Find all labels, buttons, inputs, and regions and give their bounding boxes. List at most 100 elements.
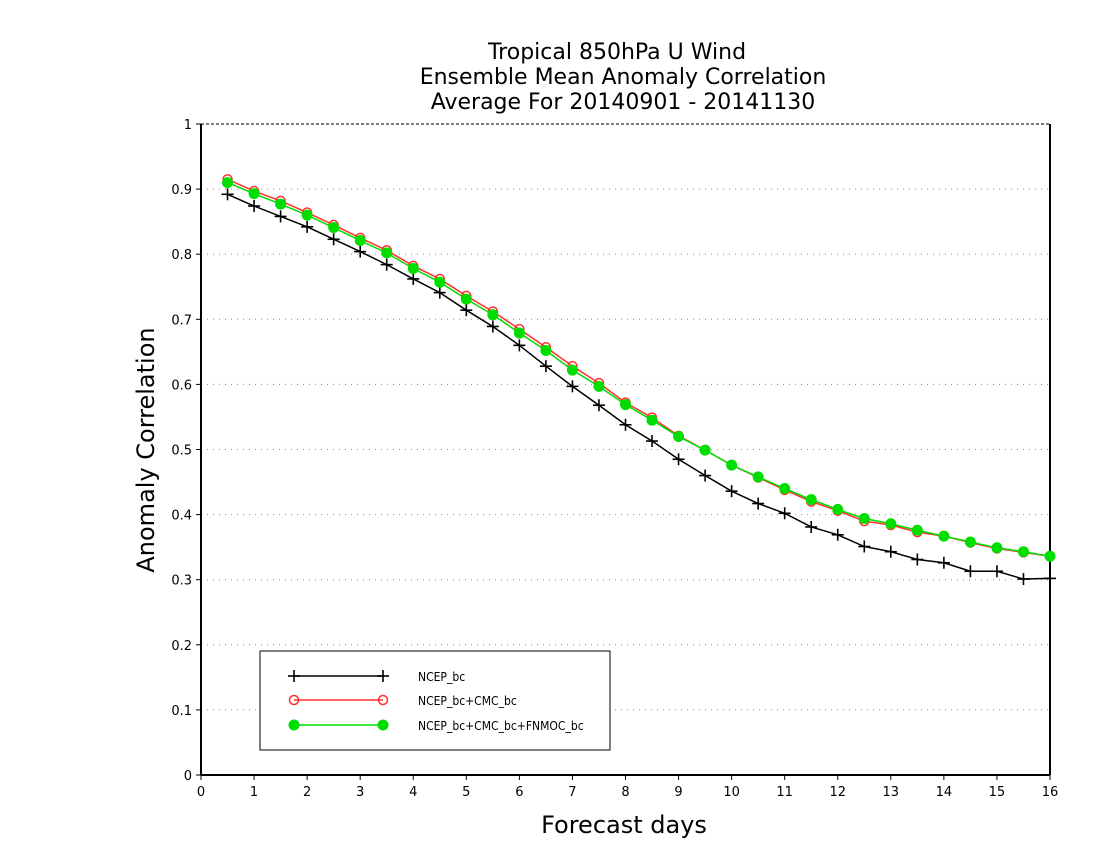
data-point	[1017, 546, 1029, 558]
y-tick-label: 0.6	[171, 378, 192, 393]
data-point	[752, 497, 765, 510]
series-1	[221, 188, 1056, 586]
x-tick-label: 12	[829, 785, 846, 800]
data-point	[513, 327, 525, 339]
gridlines	[201, 188, 1050, 711]
data-point	[460, 304, 473, 317]
data-point	[779, 483, 791, 495]
data-point	[778, 507, 791, 520]
legend-entry: NCEP_bc	[288, 670, 465, 684]
x-tick-label: 5	[462, 785, 470, 800]
data-point	[487, 309, 499, 321]
data-point	[673, 430, 685, 442]
data-point	[725, 485, 738, 498]
legend: NCEP_bc NCEP_bc+CMC_bc NCEP_bc+CMC_bc+FNMO…	[259, 650, 611, 751]
data-point	[858, 540, 871, 553]
y-tick-label: 0.5	[171, 444, 192, 459]
data-point	[222, 177, 234, 189]
data-point	[1044, 550, 1056, 562]
chart-title-line-1: Tropical 850hPa U Wind	[487, 40, 746, 65]
series-line	[227, 181, 1051, 558]
data-point	[593, 380, 605, 392]
y-tick-label: 0.1	[171, 704, 192, 719]
data-point	[646, 414, 658, 426]
data-point	[433, 286, 446, 299]
data-point	[513, 339, 526, 352]
data-point	[1017, 573, 1030, 586]
data-point	[486, 320, 499, 333]
data-point	[619, 418, 632, 431]
data-point	[407, 263, 419, 275]
data-point	[539, 360, 552, 373]
data-point	[381, 247, 393, 259]
y-tick-label: 0.4	[171, 509, 192, 524]
x-tick-label: 16	[1042, 785, 1059, 800]
data-point	[540, 345, 552, 357]
data-point	[1044, 572, 1056, 585]
data-point	[858, 513, 870, 525]
data-point	[884, 545, 897, 558]
chart-title: Tropical 850hPa U Wind Ensemble Mean Ano…	[420, 40, 827, 115]
data-point	[752, 471, 764, 483]
y-tick-label: 0.3	[171, 574, 192, 589]
data-point	[327, 233, 340, 246]
legend-entry: NCEP_bc+CMC_bc	[288, 694, 517, 708]
x-tick-label: 14	[936, 785, 953, 800]
x-tick-label: 0	[197, 785, 205, 800]
x-tick-label: 2	[303, 785, 311, 800]
x-tick-label: 1	[250, 785, 258, 800]
x-tick-label: 10	[723, 785, 740, 800]
data-point	[354, 235, 366, 247]
legend-label: NCEP_bc	[418, 670, 465, 684]
data-point	[937, 556, 950, 569]
y-tick-label: 0.2	[171, 639, 192, 654]
series-2	[222, 174, 1056, 562]
data-point	[407, 272, 420, 285]
legend-label: NCEP_bc+CMC_bc+FNMOC_bc	[418, 719, 584, 733]
data-point	[301, 220, 314, 233]
data-point	[964, 536, 976, 548]
legend-marker	[288, 670, 300, 682]
legend-marker	[377, 719, 389, 731]
legend-marker	[288, 694, 300, 706]
data-point	[831, 528, 844, 541]
data-point	[274, 210, 287, 223]
data-point	[328, 222, 340, 234]
data-point	[672, 453, 685, 466]
data-point	[592, 399, 605, 412]
y-tick-label: 0	[184, 769, 192, 784]
legend-entry: NCEP_bc+CMC_bc+FNMOC_bc	[288, 719, 584, 733]
y-tick-label: 0.8	[171, 248, 192, 263]
data-point	[805, 494, 817, 506]
axes: 00.10.20.30.40.50.60.70.80.910 1 2 3 4 5 6 7 8 9 1…	[171, 118, 1058, 800]
data-series	[221, 174, 1056, 586]
x-tick-label: 11	[776, 785, 793, 800]
data-point	[248, 200, 261, 213]
chart-title-line-2: Ensemble Mean Anomaly Correlation	[420, 65, 827, 90]
data-point	[221, 188, 234, 201]
data-point	[832, 503, 844, 515]
data-point	[726, 459, 738, 471]
chart-title-line-3: Average For 20140901 - 20141130	[431, 90, 816, 115]
data-point	[646, 435, 659, 448]
x-tick-label: 6	[515, 785, 523, 800]
data-point	[991, 542, 1003, 554]
x-tick-label: 13	[883, 785, 900, 800]
data-point	[990, 565, 1003, 578]
data-point	[566, 380, 579, 393]
y-axis-title: Anomaly Correlation	[132, 327, 160, 572]
legend-marker	[288, 719, 300, 731]
data-point	[911, 524, 923, 536]
x-tick-label: 9	[674, 785, 682, 800]
x-tick-label: 7	[568, 785, 576, 800]
x-tick-label: 15	[989, 785, 1006, 800]
data-point	[938, 530, 950, 542]
y-tick-label: 0.9	[171, 183, 192, 198]
data-point	[566, 364, 578, 376]
data-point	[248, 188, 260, 200]
data-point	[460, 293, 472, 305]
x-tick-label: 4	[409, 785, 417, 800]
series-line	[227, 193, 1051, 580]
